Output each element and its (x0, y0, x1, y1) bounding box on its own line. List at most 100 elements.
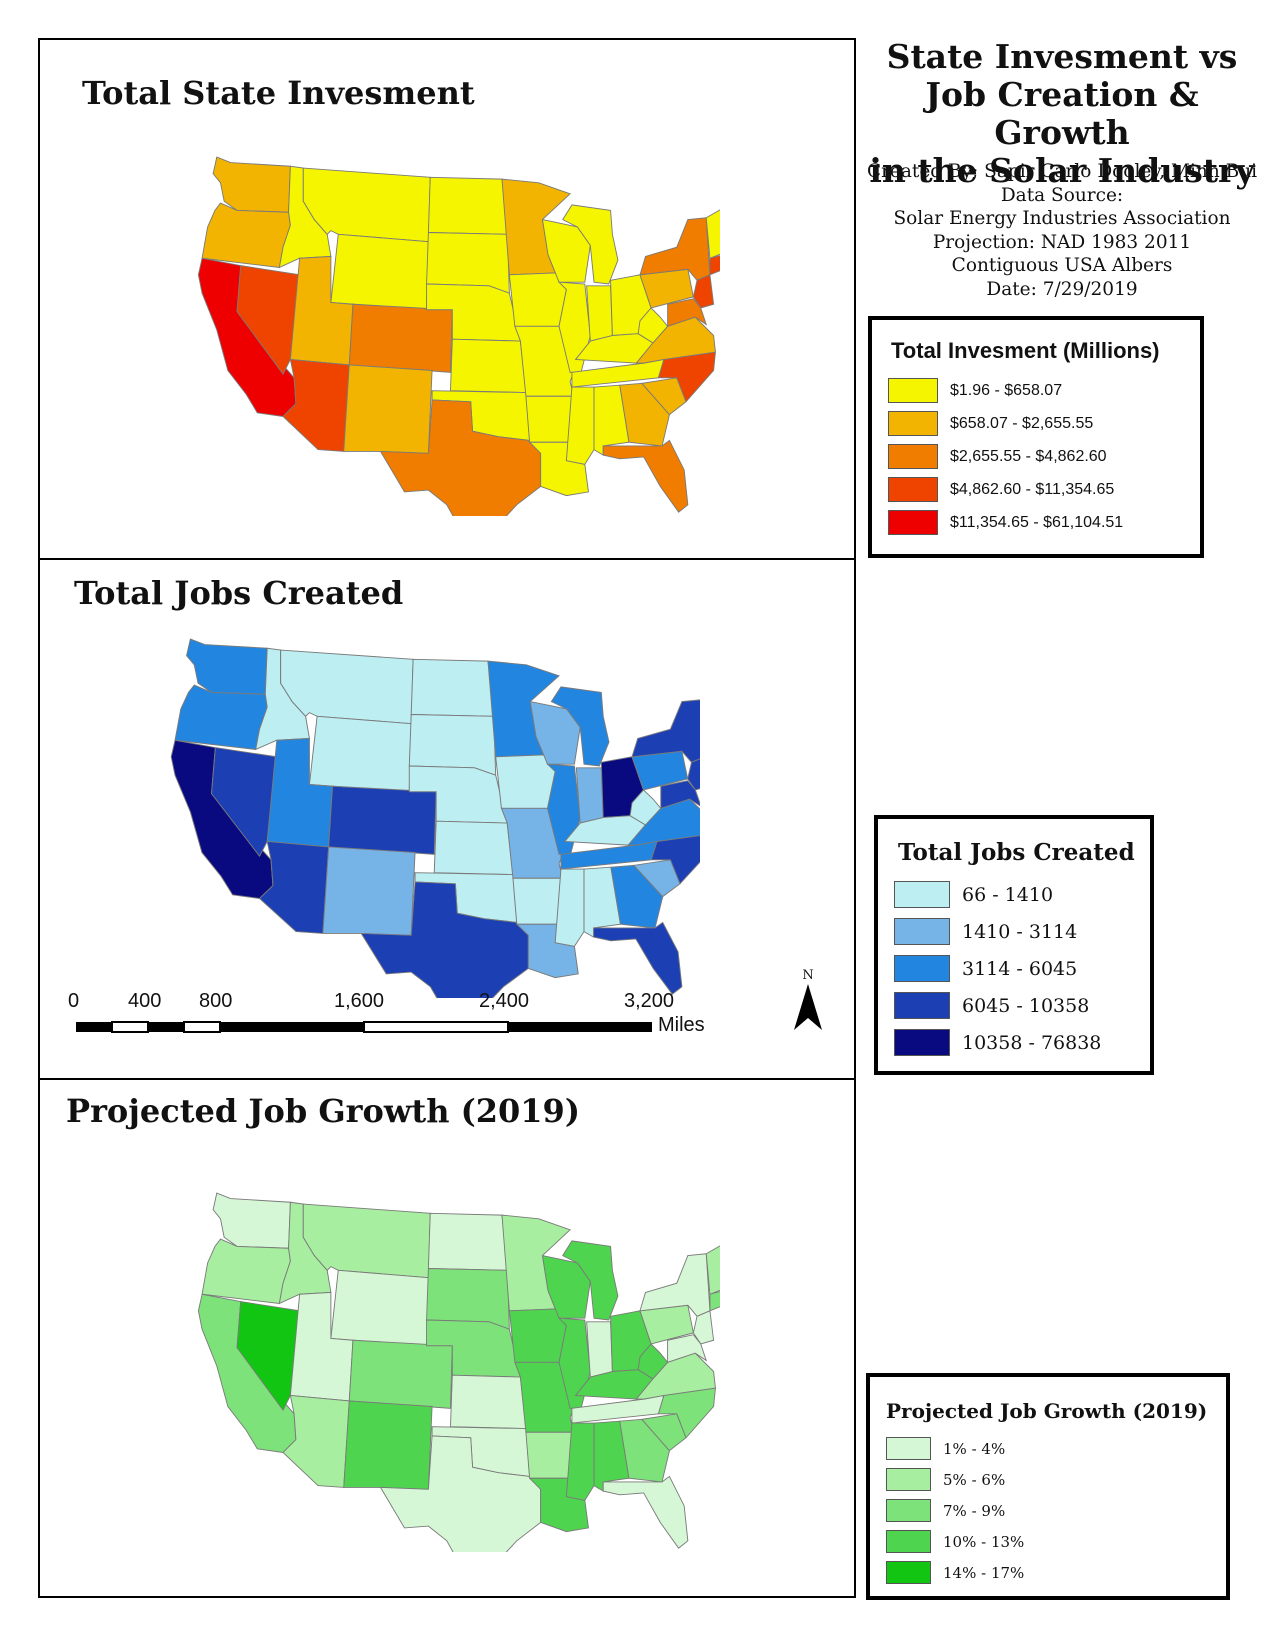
state-md (667, 1334, 708, 1363)
state-ms (554, 868, 585, 947)
scale-segment (111, 1021, 149, 1033)
north-arrow: N (788, 968, 828, 1038)
main-title-line: in the Solar Industry (869, 151, 1255, 190)
state-ms (565, 386, 595, 465)
legend-row: 10358 - 76838 (894, 1029, 1101, 1056)
data-source: Solar Energy Industries Association (893, 208, 1231, 229)
state-nm (322, 846, 416, 936)
state-wy (330, 1269, 429, 1347)
state-fl (593, 921, 683, 995)
state-wa (212, 156, 291, 213)
growth-map-panel: Projected Job Growth (2019) (38, 1078, 856, 1598)
legend-swatch (888, 378, 938, 403)
state-nj (687, 758, 700, 791)
legend-row: 6045 - 10358 (894, 992, 1089, 1019)
scale-segment (183, 1021, 221, 1033)
investment-legend: Total Invesment (Millions) $1.96 - $658.… (868, 316, 1204, 558)
scale-tick-label: 0 (68, 990, 80, 1012)
state-co (348, 1339, 453, 1409)
state-nj (692, 274, 715, 309)
legend-row: 5% - 6% (886, 1468, 1005, 1491)
state-in (575, 767, 604, 824)
main-title-line: Job Creation & Growth (925, 75, 1199, 152)
main-title: State Invesment vs Job Creation & Growth… (862, 38, 1262, 190)
investment-legend-title: Total Invesment (Millions) (891, 338, 1160, 363)
state-fl (602, 439, 689, 513)
state-or (201, 1238, 291, 1304)
state-or (174, 684, 268, 750)
legend-row: $11,354.65 - $61,104.51 (888, 510, 1123, 535)
legend-label: $2,655.55 - $4,862.60 (950, 447, 1107, 465)
state-md (667, 298, 708, 327)
legend-swatch (888, 411, 938, 436)
state-mi (562, 204, 619, 285)
created-by: Created By; Sapir Carlo Dooley, Minh Bui (866, 161, 1258, 182)
growth-choropleth-map (197, 1192, 720, 1552)
jobs-legend-title: Total Jobs Created (898, 839, 1135, 866)
scale-tick-label: 400 (128, 990, 162, 1012)
state-ny (639, 217, 711, 281)
scale-unit-label: Miles (658, 1014, 705, 1036)
state-mi (550, 686, 610, 767)
state-ma (709, 1291, 720, 1312)
jobs-legend: Total Jobs Created 66 - 1410 1410 - 3114… (874, 815, 1154, 1075)
state-ny (631, 699, 700, 763)
legend-swatch (886, 1530, 931, 1553)
legend-swatch (888, 444, 938, 469)
state-ks (450, 338, 527, 394)
scale-bar-graphic (76, 1021, 652, 1033)
legend-label: 3114 - 6045 (962, 957, 1078, 980)
north-letter: N (802, 968, 814, 983)
state-in (586, 1321, 613, 1378)
state-ma (709, 255, 720, 276)
legend-row: 14% - 17% (886, 1561, 1024, 1584)
scale-segment (148, 1022, 184, 1032)
legend-label: 1% - 4% (943, 1439, 1006, 1458)
jobs-choropleth-map (170, 638, 700, 998)
legend-label: 66 - 1410 (962, 883, 1054, 906)
scale-segment (508, 1022, 652, 1032)
investment-map-title: Total State Invesment (82, 74, 475, 112)
scale-tick-label: 2,400 (479, 990, 530, 1012)
legend-label: 1410 - 3114 (962, 920, 1078, 943)
legend-label: 6045 - 10358 (962, 994, 1090, 1017)
legend-label: $4,862.60 - $11,354.65 (950, 480, 1115, 498)
state-in (586, 285, 613, 342)
investment-choropleth-map (197, 156, 720, 516)
state-ar (525, 395, 575, 443)
map-metadata: Created By; Sapir Carlo Dooley, Minh Bui… (862, 160, 1262, 301)
legend-swatch (886, 1561, 931, 1584)
state-co (328, 785, 437, 855)
state-nd (427, 1212, 509, 1271)
legend-swatch (886, 1499, 931, 1522)
legend-swatch (886, 1437, 931, 1460)
projection: Projection: NAD 1983 2011 (932, 231, 1192, 253)
jobs-map-title: Total Jobs Created (74, 574, 404, 612)
legend-label: 10358 - 76838 (962, 1031, 1102, 1054)
investment-map-panel: Total State Invesment (38, 38, 856, 560)
scale-tick-label: 800 (199, 990, 233, 1012)
state-wa (212, 1192, 291, 1249)
legend-row: 1% - 4% (886, 1437, 1005, 1460)
map-date: Date: 7/29/2019 (986, 278, 1138, 300)
north-arrow-icon (794, 984, 822, 1030)
projection-detail: Contiguous USA Albers (951, 255, 1173, 276)
state-tx (379, 399, 542, 516)
scale-segment (220, 1022, 364, 1032)
legend-label: 14% - 17% (943, 1563, 1025, 1582)
legend-swatch (894, 918, 950, 945)
state-mi (562, 1240, 619, 1321)
state-ks (450, 1374, 527, 1430)
legend-label: $1.96 - $658.07 (950, 381, 1063, 399)
scale-segment (76, 1022, 112, 1032)
legend-swatch (894, 992, 950, 1019)
state-wa (186, 638, 268, 695)
state-nj (692, 1310, 715, 1345)
legend-row: $4,862.60 - $11,354.65 (888, 477, 1114, 502)
legend-swatch (888, 510, 938, 535)
legend-label: 10% - 13% (943, 1532, 1025, 1551)
growth-legend: Projected Job Growth (2019) 1% - 4% 5% -… (866, 1373, 1230, 1600)
legend-row: $2,655.55 - $4,862.60 (888, 444, 1107, 469)
legend-swatch (894, 881, 950, 908)
jobs-map-panel: Total Jobs Created (38, 558, 856, 1080)
